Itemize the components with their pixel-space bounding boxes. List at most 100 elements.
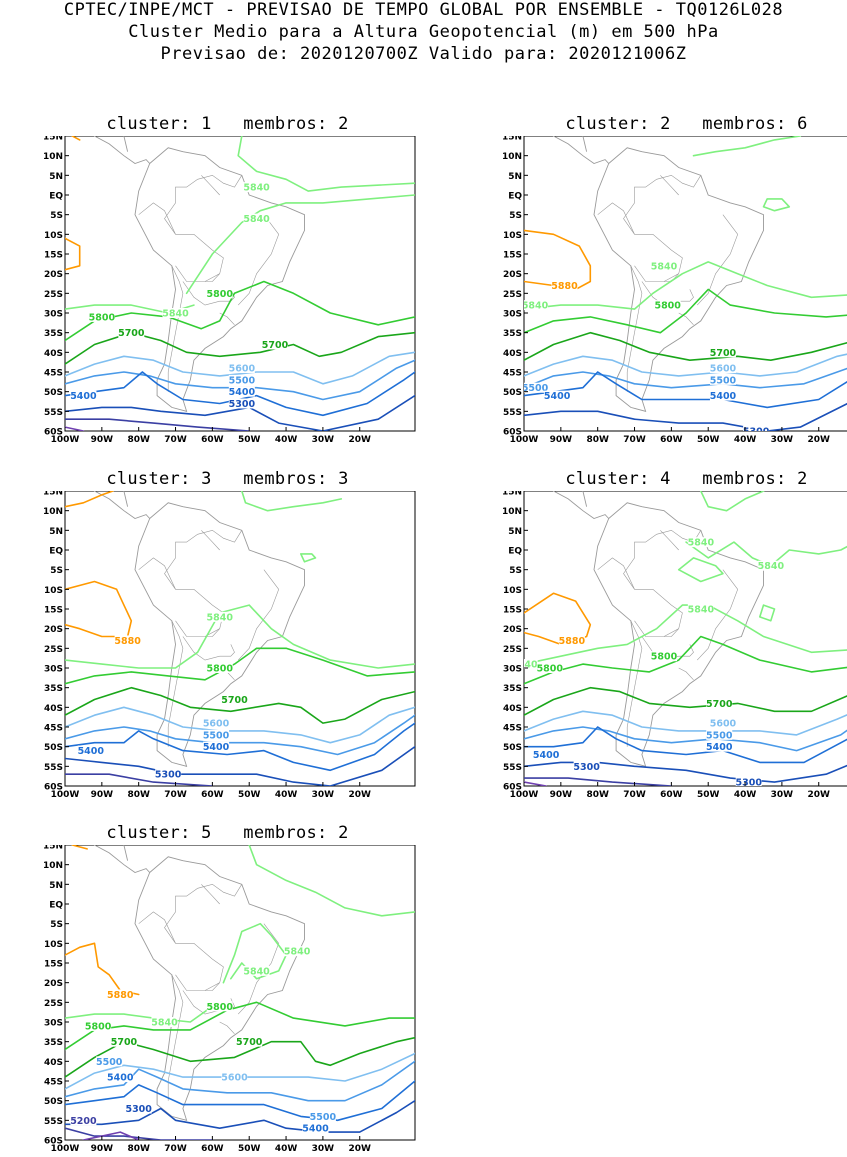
lat-label: 10N [43, 507, 63, 517]
contour-label-bg [228, 398, 255, 409]
lat-label: 10S [44, 586, 63, 596]
lat-label: 35S [44, 329, 63, 339]
contour-label: 5600 [710, 719, 737, 730]
title-line-3: Previsao de: 2020120700Z Valido para: 20… [160, 44, 687, 64]
coastline [93, 491, 151, 520]
country-border [138, 911, 176, 944]
lon-label: 30W [312, 1144, 335, 1154]
contour-5500 [524, 367, 847, 389]
contour-label: 5880 [107, 990, 134, 1001]
country-border [664, 628, 679, 637]
contour-label: 5400 [229, 387, 256, 398]
lon-label: 60W [660, 790, 683, 800]
lon-label: 40W [275, 790, 298, 800]
country-border [164, 174, 243, 282]
contour-label-bg [228, 363, 255, 374]
contour-label-bg [203, 741, 230, 752]
lon-label: 100W [51, 435, 80, 445]
map-content: 5840 5840 5880 5840 5800 5800 5700 5700 5500 5600… [65, 845, 415, 1140]
contour-label: 5300 [125, 1104, 152, 1115]
contour-5400 [65, 1080, 415, 1122]
contour-label-bg [524, 659, 538, 670]
lat-label: 35S [503, 684, 522, 694]
contour-label: 5600 [229, 364, 256, 375]
lon-label: 80W [586, 790, 609, 800]
lat-label: 20S [44, 979, 63, 989]
contour-label: 840 [518, 660, 538, 671]
contour-5880 [65, 491, 114, 508]
lon-label: 40W [734, 790, 757, 800]
title-line-1: CPTEC/INPE/MCT - PREVISAO DE TEMPO GLOBA… [63, 0, 784, 20]
contour-label-bg [735, 777, 762, 786]
lat-label: 40S [44, 349, 63, 359]
contour-label-bg [309, 1111, 336, 1122]
contour-label: 5600 [221, 1073, 248, 1084]
contour-label: 5880 [551, 281, 578, 292]
cluster-label: cluster: 3 [106, 469, 212, 489]
lat-label: 10N [43, 152, 63, 162]
cluster-label: cluster: 4 [565, 469, 671, 489]
contour-label: 5400 [78, 746, 105, 757]
lat-label: 10N [43, 861, 63, 871]
contour-label: 5700 [118, 328, 145, 339]
lat-label: 5S [509, 566, 522, 576]
contour-5400 [524, 371, 847, 409]
contour-label-bg [203, 718, 230, 729]
lon-label: 100W [51, 1144, 80, 1154]
coastline [134, 502, 305, 767]
country-border [696, 214, 739, 306]
contour-label-bg [743, 426, 770, 431]
country-border [696, 569, 739, 661]
contour-label-bg [114, 635, 141, 646]
lat-label: 5S [509, 211, 522, 221]
contour-label-bg [524, 300, 549, 311]
cluster-label: cluster: 2 [565, 114, 671, 134]
country-border [205, 273, 220, 282]
contour-label: 5400 [533, 750, 560, 761]
contour-5840 [237, 136, 415, 192]
contour-label: 5300 [743, 427, 770, 438]
lat-label: 60S [503, 783, 522, 793]
lon-label: 70W [623, 435, 646, 445]
coastline [123, 136, 129, 152]
contour-label-bg [544, 390, 571, 401]
contour-5300 [65, 394, 415, 431]
contour-5600 [65, 351, 415, 385]
lat-label: 10N [502, 507, 522, 517]
lat-label: 15N [502, 491, 522, 498]
contour-label: 5700 [111, 1037, 138, 1048]
lat-label: 50S [44, 388, 63, 398]
contour-label: 5880 [114, 636, 141, 647]
contour-label-bg [88, 311, 115, 322]
contour-label: 5600 [203, 719, 230, 730]
contour-5840 [685, 541, 847, 567]
contour-label: 5840 [162, 309, 189, 320]
country-border [597, 202, 635, 235]
contour-label-bg [228, 386, 255, 397]
lat-label: 45S [44, 724, 63, 734]
contour-5600 [65, 1052, 415, 1090]
lat-label: 15S [44, 606, 63, 616]
country-border [167, 974, 184, 1101]
contour-label-bg [155, 769, 182, 780]
lat-label: 5S [50, 566, 63, 576]
contour-label: 5800 [537, 664, 564, 675]
lon-label: 90W [550, 790, 573, 800]
contour-label-bg [573, 761, 600, 772]
contour-label-bg [709, 363, 736, 374]
contour-label-bg [302, 1123, 329, 1134]
map-content: 5840584058405880840580058005700560055005… [518, 491, 847, 786]
contour-label-bg [206, 288, 233, 299]
contour-label: 5840 [207, 612, 234, 623]
contour-label: 5500 [710, 375, 737, 386]
contour-5200 [65, 418, 250, 431]
map-panel-5: cluster: 5 membros: 2 5840 5840 5880 5840 58… [35, 823, 420, 1154]
lat-label: EQ [49, 901, 63, 911]
contour-5840 [677, 557, 724, 583]
contour-label-bg [243, 182, 270, 193]
country-border [167, 265, 184, 392]
lat-label: 45S [503, 724, 522, 734]
contour-label-bg [533, 749, 560, 760]
contour-label: 5840 [522, 301, 549, 312]
contour-5200 [65, 1127, 214, 1140]
